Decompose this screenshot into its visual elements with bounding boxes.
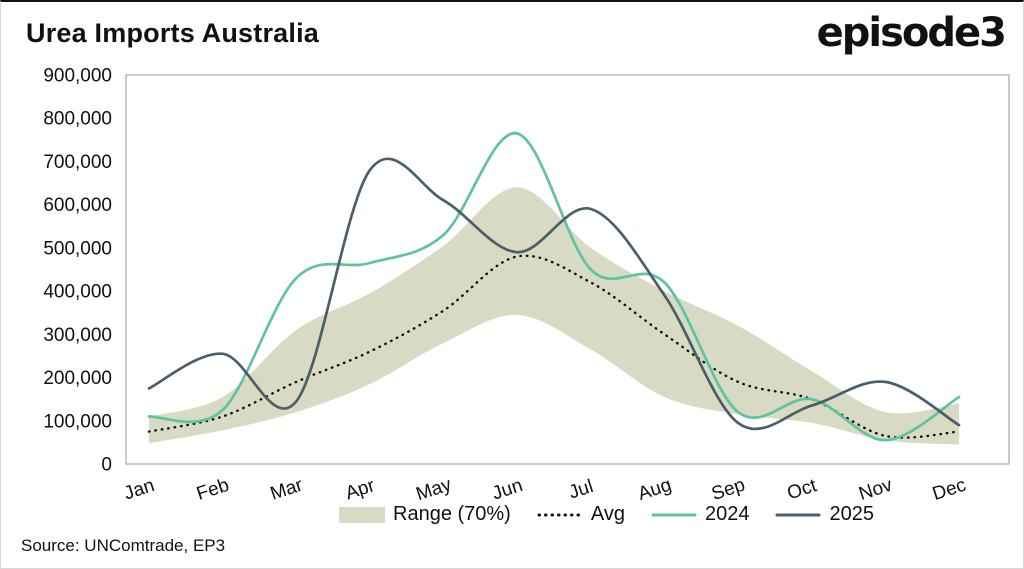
y-tick-label: 900,000 [43,66,112,87]
y-tick-label: 300,000 [43,325,112,346]
range-band [149,187,959,444]
legend-item-2025: 2025 [775,503,874,526]
x-tick-label: Sep [709,475,748,505]
line-swatch-icon [651,506,697,524]
legend-label: 2024 [705,503,750,526]
x-tick-label: Aug [635,475,674,505]
legend-label: 2025 [829,503,874,526]
urea-imports-line-chart: 0 100,000 200,000 300,000 400,000 500,000 600,… [1,2,1024,569]
y-tick-label: 500,000 [43,238,112,259]
y-tick-label: 100,000 [43,411,112,432]
legend-item-range-70: Range (70%) [339,503,511,526]
x-tick-label: Feb [194,475,232,505]
legend-label: Avg [591,503,625,526]
range-swatch-icon [339,506,385,524]
x-tick-label: Jun [490,475,526,504]
x-tick-label: Nov [856,474,895,505]
source-note: Source: UNComtrade, EP3 [21,536,225,556]
y-tick-label: 600,000 [43,195,112,216]
y-tick-label: 200,000 [43,368,112,389]
line-swatch-icon [775,506,821,524]
chart-legend: Range (70%) Avg 2024 2025 [339,503,874,526]
y-tick-label: 700,000 [43,152,112,173]
y-tick-label: 400,000 [43,282,112,303]
legend-item-2024: 2024 [651,503,750,526]
legend-item-avg: Avg [537,503,625,526]
x-tick-label: Jul [566,476,596,503]
x-tick-label: Oct [785,475,820,504]
y-tick-label: 800,000 [43,109,112,130]
x-tick-label: Apr [343,475,378,504]
y-tick-label: 0 [101,455,112,476]
x-tick-label: Mar [268,475,306,505]
chart-page: Urea Imports Australia episode3 0100,000… [0,0,1024,569]
line-swatch-icon [537,506,583,524]
x-tick-label: Dec [930,475,969,505]
x-tick-label: May [414,474,455,505]
x-tick-label: Jan [121,475,157,504]
legend-label: Range (70%) [393,503,511,526]
